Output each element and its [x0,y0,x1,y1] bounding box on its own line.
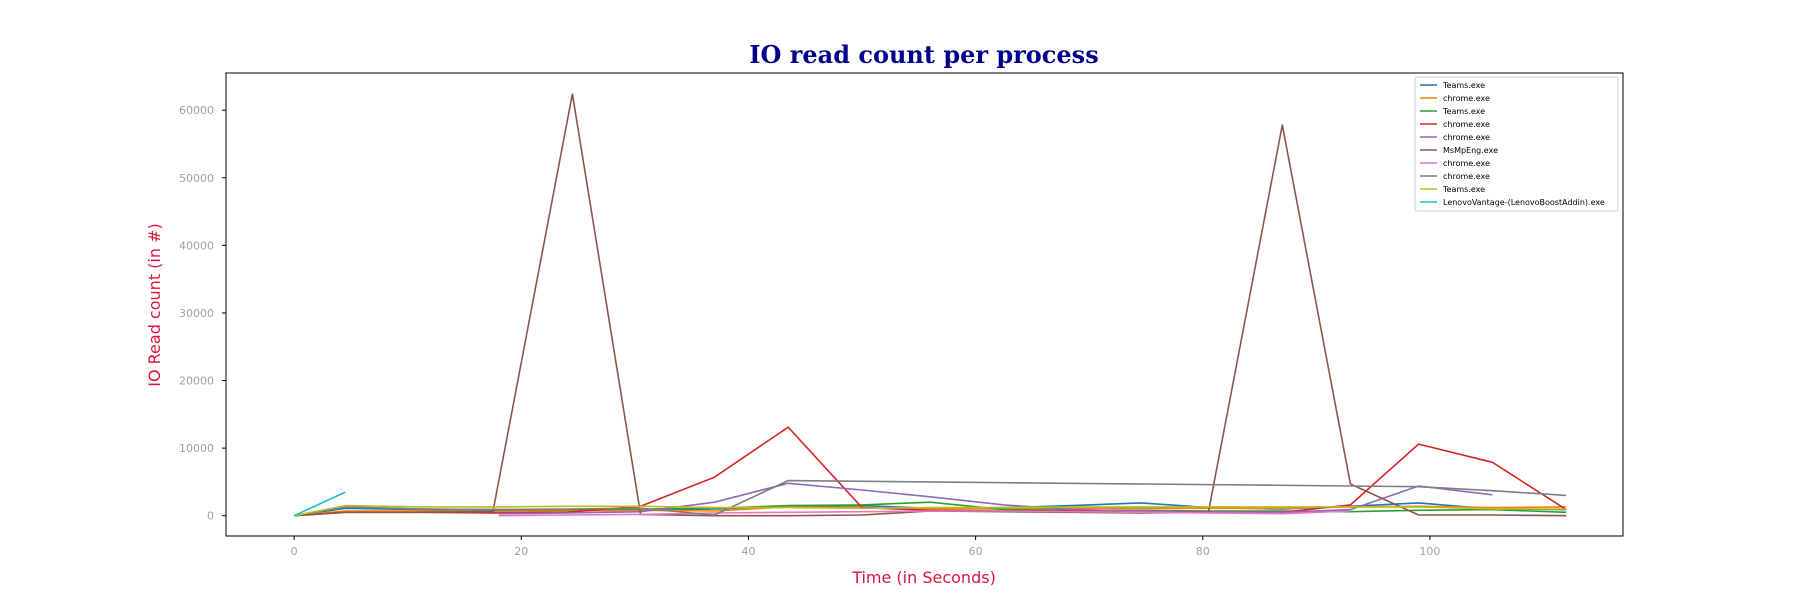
series-line-4 [498,482,1493,515]
x-tick-label-5: 100 [1419,545,1440,558]
series-line-9 [293,491,346,517]
series-line-8 [293,504,1567,517]
x-tick-label-0: 0 [291,545,298,558]
x-tick-label-2: 40 [741,545,755,558]
x-axis-ticks: 0 20 40 60 80 100 [291,536,1440,558]
legend-label-4: chrome.exe [1443,133,1490,142]
x-tick-label-4: 80 [1196,545,1210,558]
legend-label-3: chrome.exe [1443,120,1490,129]
legend-box [1414,76,1619,212]
y-tick-label-3: 30000 [179,307,214,320]
legend-label-2: Teams.exe [1442,107,1485,116]
x-tick-label-3: 60 [969,545,983,558]
series-group [293,93,1567,517]
legend-label-1: chrome.exe [1443,94,1490,103]
series-line-7 [293,479,1567,517]
series-line-5 [294,93,1567,517]
legend: Teams.exe chrome.exe Teams.exe chrome.exe ch… [1414,76,1619,212]
legend-label-7: chrome.exe [1443,172,1490,181]
y-tick-label-2: 20000 [179,375,214,388]
y-tick-label-0: 0 [207,510,214,523]
y-tick-label-1: 10000 [179,442,214,455]
legend-label-5: MsMpEng.exe [1443,146,1498,155]
legend-label-6: chrome.exe [1443,159,1490,168]
x-axis-label: Time (in Seconds) [851,568,996,587]
plot-area [225,72,1624,537]
x-tick-label-1: 20 [514,545,528,558]
y-axis-ticks: 0 10000 20000 30000 40000 50000 60000 [179,104,226,523]
y-tick-label-5: 50000 [179,172,214,185]
legend-label-8: Teams.exe [1442,185,1485,194]
legend-label-0: Teams.exe [1442,81,1485,90]
y-axis-label: IO Read count (in #) [145,223,164,386]
chart-title: IO read count per process [749,40,1098,69]
legend-label-9: LenovoVantage-(LenovoBoostAddin).exe [1443,198,1605,207]
y-tick-label-6: 60000 [179,104,214,117]
series-line-6 [498,510,1351,517]
y-tick-label-4: 40000 [179,239,214,252]
